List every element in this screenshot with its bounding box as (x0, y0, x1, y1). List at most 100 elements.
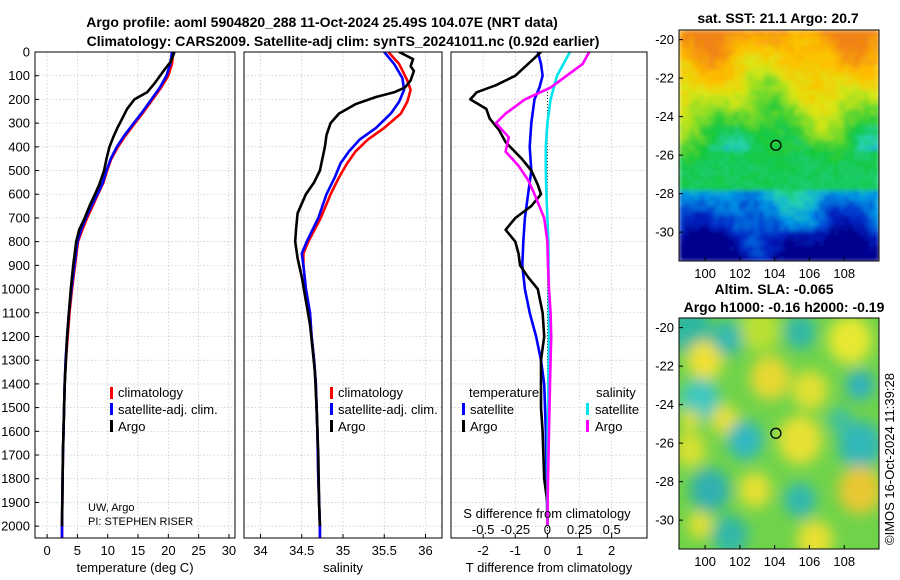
sst-cell (689, 220, 695, 227)
sst-cell (714, 135, 720, 142)
sst-cell (834, 180, 840, 187)
sst-cell (774, 210, 780, 217)
sst-cell (749, 95, 755, 101)
sst-cell (799, 110, 805, 116)
sst-cell (854, 90, 860, 96)
sst-cell (784, 235, 790, 242)
sst-cell (869, 170, 875, 177)
sst-cell (749, 30, 755, 36)
sst-cell (769, 170, 775, 177)
sst-cell (679, 175, 685, 182)
sst-cell (739, 110, 745, 116)
sst-cell (864, 190, 870, 197)
sst-cell (764, 160, 770, 167)
title-line-2: Climatology: CARS2009. Satellite-adj cli… (87, 33, 600, 49)
sst-cell (759, 185, 765, 192)
sst-cell (819, 90, 825, 96)
sst-cell (754, 45, 760, 51)
sst-cell (724, 190, 730, 197)
sst-cell (799, 120, 805, 127)
sst-cell (739, 245, 745, 252)
sst-cell (764, 205, 770, 212)
difference-panel: -2 -1 0 1 2T difference from climatology-0.5… (450, 51, 648, 575)
sst-cell (859, 80, 865, 86)
sst-cell (739, 235, 745, 242)
sst-cell (714, 75, 720, 81)
sst-cell (854, 140, 860, 147)
sst-cell (789, 185, 795, 192)
sst-cell (689, 125, 695, 132)
sst-cell (764, 190, 770, 197)
sst-cell (764, 250, 770, 257)
sst-cell (689, 175, 695, 182)
temperature-legend: climatology satellite-adj. clim. Argo (110, 385, 218, 434)
sst-cell (824, 225, 830, 232)
sst-cell (724, 165, 730, 172)
sla-blob (784, 482, 816, 518)
sst-cell (754, 70, 760, 76)
y-tick-label: 0 (23, 45, 30, 60)
sst-cell (769, 150, 775, 157)
sst-cell (754, 40, 760, 46)
sst-cell (804, 240, 810, 247)
sst-cell (784, 105, 790, 111)
sst-cell (859, 150, 865, 157)
sst-cell (839, 125, 845, 132)
sst-cell (809, 240, 815, 247)
sst-cell (869, 120, 875, 127)
sst-cell (684, 65, 690, 71)
sst-cell (704, 185, 710, 192)
sst-cell (719, 135, 725, 142)
sst-cell (799, 90, 805, 96)
sst-cell (814, 200, 820, 207)
sst-cell (834, 190, 840, 197)
sst-cell (794, 55, 800, 61)
legend-satellite-swatch (330, 403, 333, 415)
sst-cell (774, 105, 780, 111)
s-difference-axis-title: S difference from climatology (463, 506, 631, 521)
salinity-legend: climatology satellite-adj. clim. Argo (330, 385, 438, 434)
sst-cell (719, 90, 725, 96)
sst-cell (819, 180, 825, 187)
sst-cell (719, 45, 725, 51)
sst-cell (824, 210, 830, 217)
sst-cell (784, 240, 790, 247)
sst-cell (839, 255, 845, 261)
sst-cell (744, 105, 750, 111)
sst-cell (744, 165, 750, 172)
sst-cell (754, 150, 760, 157)
sst-cell (709, 150, 715, 157)
sst-cell (814, 205, 820, 212)
sst-cell (874, 225, 879, 232)
sla-blob (712, 320, 744, 356)
sst-cell (764, 200, 770, 207)
sst-cell (839, 85, 845, 91)
sst-cell (744, 60, 750, 66)
sst-cell (829, 60, 835, 66)
sst-cell (799, 250, 805, 257)
sst-cell (764, 150, 770, 157)
sst-cell (839, 215, 845, 222)
legend-climatology-label: climatology (338, 385, 404, 400)
sst-cell (739, 105, 745, 111)
sst-cell (729, 140, 735, 147)
sst-cell (824, 85, 830, 91)
sst-cell (729, 255, 735, 261)
sst-cell (749, 200, 755, 207)
sst-cell (714, 50, 720, 56)
sst-cell (719, 60, 725, 66)
sst-cell (694, 175, 700, 182)
sst-cell (784, 150, 790, 157)
sst-cell (829, 45, 835, 51)
legend-t-argo-swatch (462, 420, 465, 432)
sst-cell (829, 50, 835, 56)
sst-cell (694, 150, 700, 157)
sst-cell (839, 30, 845, 36)
sla-blob (784, 318, 816, 350)
sst-cell (814, 185, 820, 192)
sst-cell (764, 240, 770, 247)
sst-cell (689, 185, 695, 192)
sst-cell (729, 40, 735, 46)
sst-cell (809, 210, 815, 217)
sst-cell (824, 60, 830, 66)
